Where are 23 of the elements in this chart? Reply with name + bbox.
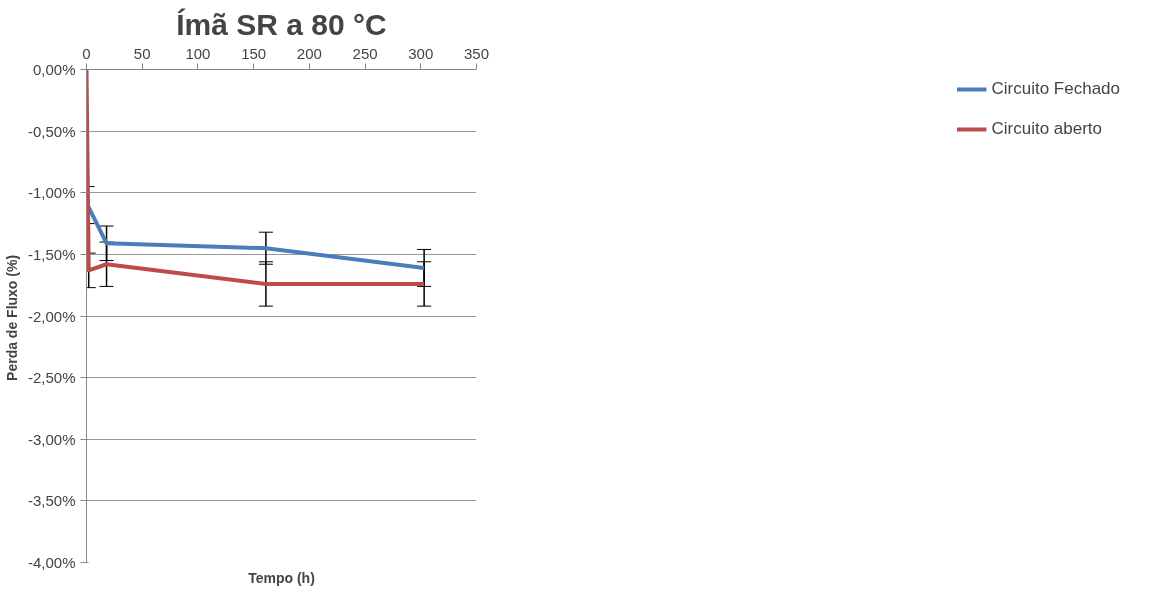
chart-title: Ímã SR a 80 °C xyxy=(176,7,387,41)
y-tick-label: -0,50% xyxy=(27,122,76,140)
y-tick-label: -4,00% xyxy=(27,554,76,571)
x-axis-title: Tempo (h) xyxy=(248,569,315,586)
y-tick-label: -2,00% xyxy=(27,307,76,325)
x-tick-label: 200 xyxy=(296,44,322,62)
y-tick-label: -3,50% xyxy=(27,492,76,510)
y-tick-label: -1,50% xyxy=(27,245,76,263)
legend-label: Circuito aberto xyxy=(991,119,1103,139)
x-tick-label: 300 xyxy=(408,44,434,62)
line-series xyxy=(86,69,427,286)
x-tick-label: 0 xyxy=(82,44,91,62)
legend-label: Circuito Fechado xyxy=(991,79,1120,99)
x-tick-label: 250 xyxy=(352,44,378,62)
y-tick-label: -1,00% xyxy=(27,184,76,202)
x-tick-label: 50 xyxy=(133,44,151,62)
y-axis-title: Perda de Fluxo (%) xyxy=(3,254,20,381)
y-tick-label: 0,00% xyxy=(32,61,76,78)
x-tick-label: 350 xyxy=(463,44,490,62)
y-tick-label: -2,50% xyxy=(27,369,76,387)
x-tick-label: 150 xyxy=(241,44,267,62)
x-tick-label: 100 xyxy=(185,44,211,62)
y-tick-label: -3,00% xyxy=(27,430,76,448)
